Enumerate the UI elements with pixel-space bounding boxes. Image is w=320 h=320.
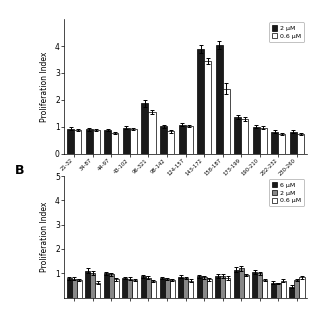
Bar bbox=[188, 281, 193, 298]
Bar bbox=[95, 283, 100, 298]
Bar bbox=[197, 49, 204, 154]
Bar bbox=[146, 278, 151, 298]
Bar bbox=[72, 279, 77, 298]
Bar bbox=[276, 284, 281, 298]
Bar bbox=[183, 278, 188, 298]
Bar bbox=[151, 281, 156, 298]
Bar bbox=[159, 278, 164, 298]
Bar bbox=[104, 130, 111, 154]
Y-axis label: Proliferation Index: Proliferation Index bbox=[40, 202, 49, 272]
Bar bbox=[260, 128, 267, 154]
Bar bbox=[197, 276, 202, 298]
Bar bbox=[123, 128, 130, 154]
Bar bbox=[186, 126, 193, 154]
Bar bbox=[170, 280, 174, 298]
Bar bbox=[74, 130, 81, 154]
Bar bbox=[271, 283, 276, 298]
Bar bbox=[290, 132, 297, 154]
Legend: 6 μM, 2 μM, 0.6 μM: 6 μM, 2 μM, 0.6 μM bbox=[268, 179, 304, 206]
Bar bbox=[300, 277, 305, 298]
Bar bbox=[257, 273, 262, 298]
Bar bbox=[122, 278, 127, 298]
Bar bbox=[241, 119, 248, 154]
Bar bbox=[111, 132, 118, 154]
Bar bbox=[141, 103, 148, 154]
Bar bbox=[278, 134, 285, 154]
Bar bbox=[127, 279, 132, 298]
Bar bbox=[204, 61, 211, 154]
Bar bbox=[67, 129, 74, 154]
Bar bbox=[207, 279, 212, 298]
Bar bbox=[216, 45, 223, 154]
Bar bbox=[141, 276, 146, 298]
Bar bbox=[178, 277, 183, 298]
Bar bbox=[109, 275, 114, 298]
Bar bbox=[252, 272, 257, 298]
Bar bbox=[85, 271, 90, 298]
Bar bbox=[167, 131, 174, 154]
X-axis label: Recall peptides: Recall peptides bbox=[152, 182, 219, 191]
Bar bbox=[297, 134, 304, 154]
Bar bbox=[132, 280, 137, 298]
Bar bbox=[220, 276, 225, 298]
Bar bbox=[244, 275, 249, 298]
Bar bbox=[271, 132, 278, 154]
Bar bbox=[104, 273, 109, 298]
Bar bbox=[67, 278, 72, 298]
Bar bbox=[77, 280, 82, 298]
Bar bbox=[90, 273, 95, 298]
Bar bbox=[114, 279, 119, 298]
Bar bbox=[160, 126, 167, 154]
Bar bbox=[179, 124, 186, 154]
Bar bbox=[86, 129, 93, 154]
Bar bbox=[290, 287, 294, 298]
Y-axis label: Proliferation Index: Proliferation Index bbox=[40, 51, 49, 122]
Bar bbox=[93, 130, 100, 154]
Bar bbox=[202, 277, 207, 298]
Bar bbox=[225, 278, 230, 298]
Bar bbox=[130, 129, 137, 154]
Bar bbox=[148, 112, 156, 154]
Bar bbox=[234, 270, 239, 298]
Bar bbox=[281, 281, 286, 298]
Bar bbox=[253, 127, 260, 154]
Bar bbox=[294, 280, 300, 298]
Bar bbox=[223, 89, 230, 154]
Bar bbox=[164, 279, 170, 298]
Legend: 2 μM, 0.6 μM: 2 μM, 0.6 μM bbox=[268, 22, 304, 42]
Bar bbox=[239, 268, 244, 298]
Bar bbox=[215, 276, 220, 298]
Bar bbox=[234, 117, 241, 154]
Text: B: B bbox=[15, 164, 25, 177]
Bar bbox=[262, 280, 268, 298]
